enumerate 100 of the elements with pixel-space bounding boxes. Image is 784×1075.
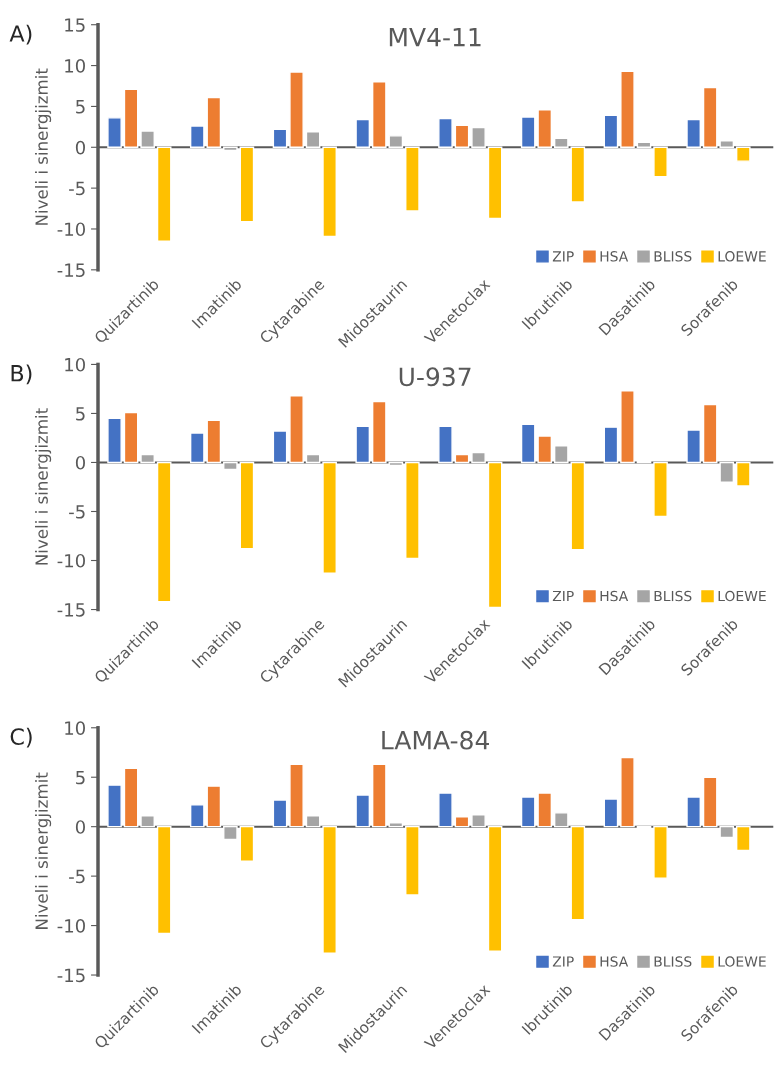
text: C) [10, 727, 32, 748]
bar [735, 146, 751, 162]
bar [355, 794, 371, 828]
legend-label: ZIP [552, 590, 574, 602]
legend-label: HSA [600, 251, 629, 262]
bar [305, 815, 321, 828]
bar [620, 390, 635, 464]
bar [636, 141, 652, 148]
legend-label: HSA [600, 590, 629, 602]
chart-title: MV4-11 [389, 27, 481, 47]
bar [388, 135, 404, 148]
bar [223, 146, 238, 152]
legend-label: LOEWE [718, 251, 766, 262]
bar [735, 825, 751, 852]
legend-label: LOEWE [718, 956, 766, 967]
y-tick-label: 5 [76, 770, 85, 785]
text: A) [9, 24, 32, 45]
bar [355, 118, 371, 148]
bar [123, 411, 139, 464]
bar [487, 825, 503, 952]
bar [322, 461, 337, 574]
bar [471, 451, 486, 464]
y-tick-label: 10 [65, 721, 85, 735]
legend-label: BLISS [654, 956, 692, 967]
bar [553, 445, 569, 464]
y-axis-title: Niveli i sinergjizmit [35, 68, 52, 225]
bar [487, 146, 503, 220]
bar [405, 146, 420, 212]
bar [653, 461, 668, 518]
bar [239, 146, 255, 223]
y-tick-label: 15 [65, 18, 85, 32]
bar [107, 117, 122, 148]
bar [454, 453, 470, 464]
bar [206, 419, 222, 464]
y-axis-title: Niveli i sinergjizmit [35, 408, 52, 565]
bar [305, 453, 321, 464]
bar [570, 825, 586, 921]
bar [471, 126, 486, 148]
bar [140, 453, 155, 464]
y-tick-label: -10 [57, 919, 85, 933]
legend-label: HSA [600, 956, 629, 967]
bar [454, 816, 470, 828]
bar [603, 426, 619, 464]
bar [371, 400, 387, 464]
y-tick-label: 0 [75, 455, 85, 470]
bar [272, 799, 288, 828]
bar [471, 814, 486, 828]
bar [322, 825, 337, 954]
y-tick-label: -10 [57, 222, 85, 237]
legend-label: BLISS [654, 590, 692, 602]
legend-label: BLISS [654, 251, 692, 262]
bar [371, 81, 387, 148]
bar [653, 146, 668, 178]
bar [438, 792, 453, 828]
bar [388, 822, 404, 828]
bar [438, 117, 453, 148]
bar [653, 825, 668, 879]
bar [206, 785, 222, 828]
bar [272, 128, 288, 148]
y-tick-label: -5 [69, 869, 85, 884]
bar [223, 461, 238, 471]
bar [189, 432, 205, 464]
y-tick-label: -10 [57, 553, 85, 568]
y-tick-label: -15 [57, 968, 85, 983]
y-tick-label: -15 [57, 263, 85, 277]
bar [107, 784, 122, 828]
bar [239, 461, 255, 550]
bar [289, 395, 304, 464]
y-axis-title: Niveli i sinergjizmit [35, 772, 52, 929]
bar [289, 71, 304, 148]
bar [272, 430, 288, 464]
bar [123, 767, 139, 828]
bar [206, 96, 222, 148]
y-tick-label: -5 [69, 505, 85, 519]
bar [553, 137, 569, 148]
y-tick-label: -5 [69, 181, 85, 196]
bar [620, 70, 635, 148]
chart-title: LAMA-84 [382, 730, 489, 750]
bar [570, 146, 586, 203]
bar [405, 461, 420, 560]
bar [239, 825, 255, 862]
bar [487, 461, 503, 609]
bar [289, 763, 304, 828]
y-tick-label: 0 [75, 820, 85, 834]
y-tick-label: 0 [75, 140, 85, 155]
y-tick-label: 5 [76, 100, 85, 114]
text: B) [11, 364, 32, 385]
bar [123, 88, 139, 148]
chart-title: U-937 [399, 367, 471, 387]
y-tick-label: -15 [57, 603, 85, 617]
bar [156, 825, 172, 935]
bar [405, 825, 420, 896]
bar [603, 114, 619, 148]
bar [189, 804, 205, 828]
bar [140, 130, 155, 148]
bar [107, 417, 122, 464]
bar [454, 124, 470, 148]
bar [140, 815, 155, 828]
y-tick-label: 5 [76, 407, 85, 421]
bar [156, 146, 172, 242]
